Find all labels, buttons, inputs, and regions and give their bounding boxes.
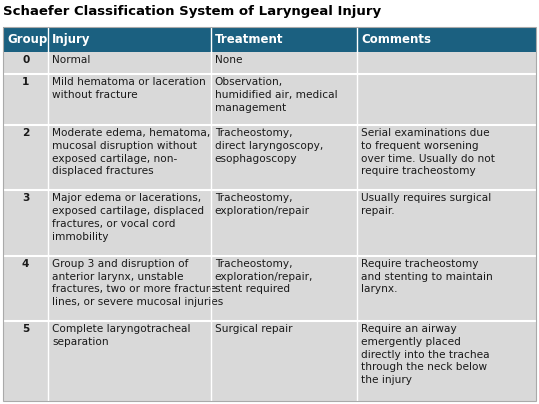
Text: Group 3 and disruption of
anterior larynx, unstable
fractures, two or more fract: Group 3 and disruption of anterior laryn…: [52, 259, 224, 307]
Text: Surgical repair: Surgical repair: [215, 324, 292, 334]
Bar: [3, 125, 536, 190]
Text: Mild hematoma or laceration
without fracture: Mild hematoma or laceration without frac…: [52, 77, 206, 100]
Text: Comments: Comments: [362, 33, 431, 46]
Text: Observation,
humidified air, medical
management: Observation, humidified air, medical man…: [215, 77, 337, 113]
Text: Usually requires surgical
repair.: Usually requires surgical repair.: [362, 194, 492, 216]
Text: Schaefer Classification System of Laryngeal Injury: Schaefer Classification System of Laryng…: [3, 5, 381, 18]
Text: Complete laryngotracheal
separation: Complete laryngotracheal separation: [52, 324, 191, 347]
Text: 0: 0: [22, 55, 29, 65]
Text: Treatment: Treatment: [215, 33, 284, 46]
Text: None: None: [215, 55, 243, 65]
Text: Group: Group: [7, 33, 47, 46]
Text: Tracheostomy,
exploration/repair,
stent required: Tracheostomy, exploration/repair, stent …: [215, 259, 313, 295]
Text: Tracheostomy,
exploration/repair: Tracheostomy, exploration/repair: [215, 194, 310, 216]
Text: Tracheostomy,
direct laryngoscopy,
esophagoscopy: Tracheostomy, direct laryngoscopy, esoph…: [215, 128, 323, 164]
Text: 2: 2: [22, 128, 29, 138]
Bar: [3, 256, 536, 321]
Bar: [3, 190, 536, 256]
Text: 4: 4: [22, 259, 29, 269]
Text: 1: 1: [22, 77, 29, 87]
Text: Major edema or lacerations,
exposed cartilage, displaced
fractures, or vocal cor: Major edema or lacerations, exposed cart…: [52, 194, 204, 242]
Text: Require tracheostomy
and stenting to maintain
larynx.: Require tracheostomy and stenting to mai…: [362, 259, 493, 295]
Bar: [3, 27, 536, 53]
Text: Require an airway
emergently placed
directly into the trachea
through the neck b: Require an airway emergently placed dire…: [362, 324, 490, 385]
Text: Injury: Injury: [52, 33, 91, 46]
Bar: [3, 53, 536, 74]
Text: Moderate edema, hematoma,
mucosal disruption without
exposed cartilage, non-
dis: Moderate edema, hematoma, mucosal disrup…: [52, 128, 211, 177]
Bar: [3, 74, 536, 125]
Text: Normal: Normal: [52, 55, 91, 65]
Text: 3: 3: [22, 194, 29, 203]
Bar: [3, 321, 536, 401]
Text: 5: 5: [22, 324, 29, 334]
Text: Serial examinations due
to frequent worsening
over time. Usually do not
require : Serial examinations due to frequent wors…: [362, 128, 495, 177]
